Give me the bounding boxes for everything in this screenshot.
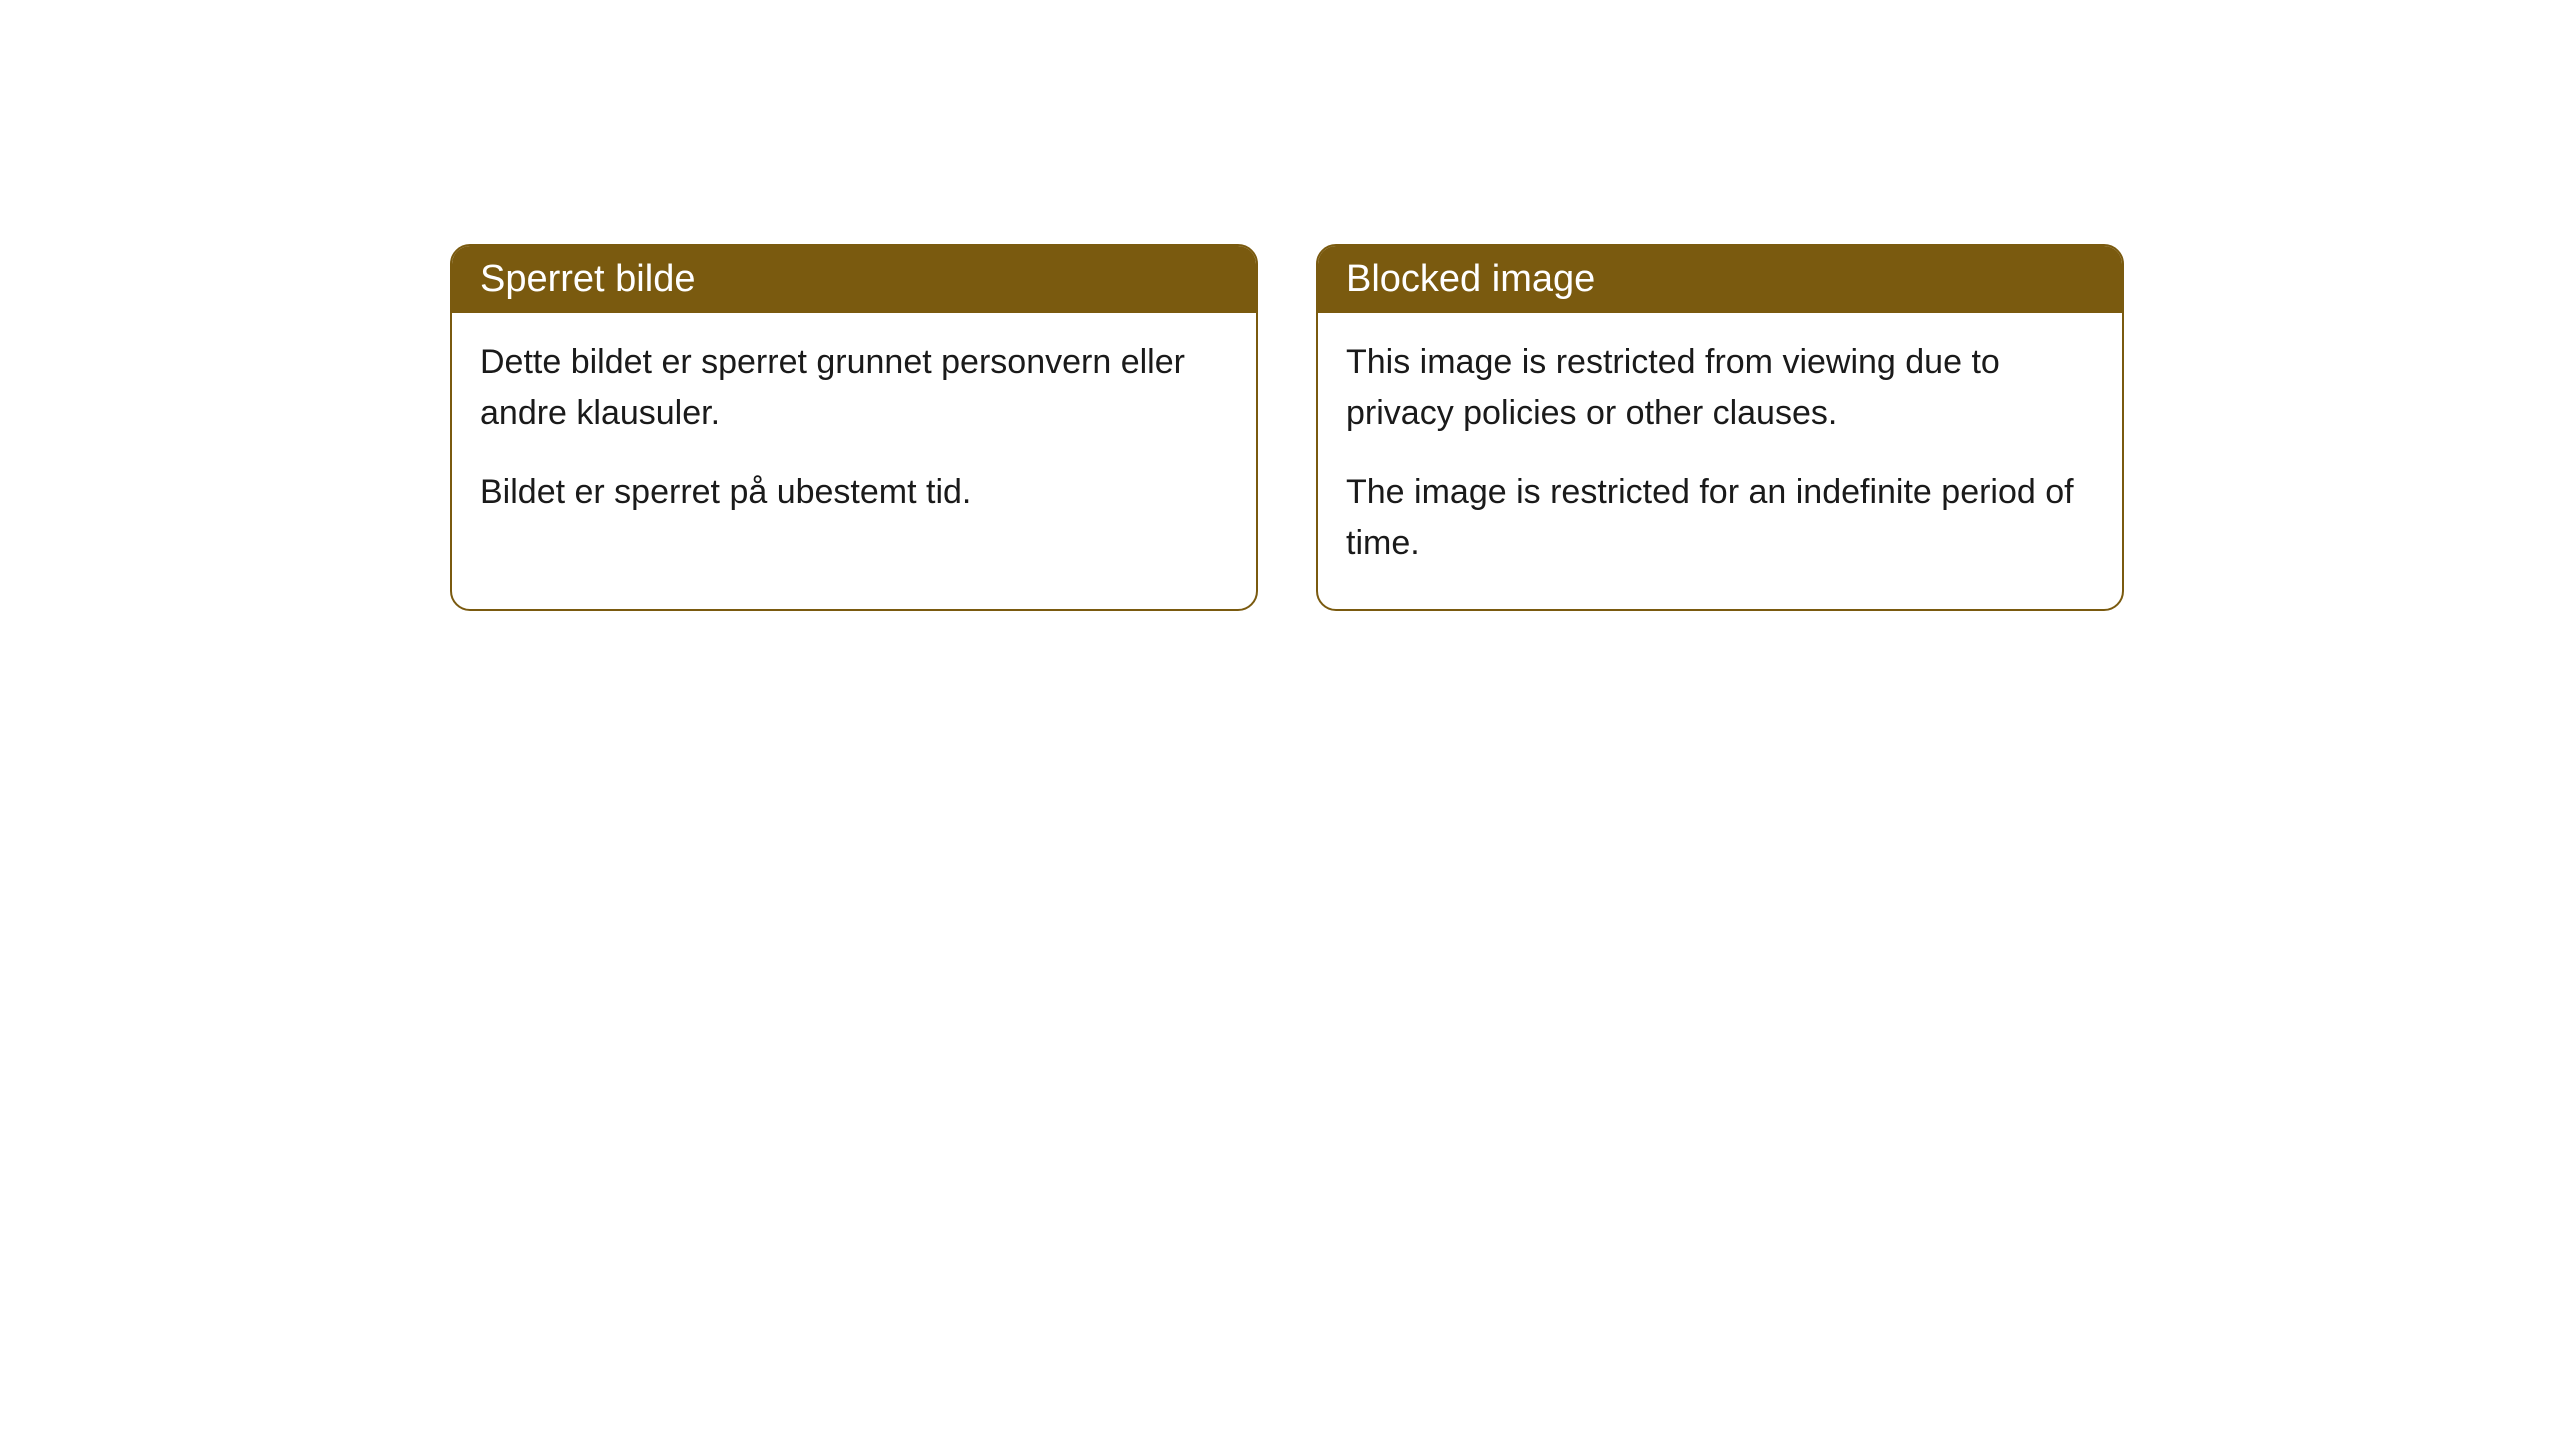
card-text-norwegian-p1: Dette bildet er sperret grunnet personve… bbox=[480, 337, 1228, 439]
card-body-english: This image is restricted from viewing du… bbox=[1318, 313, 2122, 609]
blocked-image-card-english: Blocked image This image is restricted f… bbox=[1316, 244, 2124, 611]
card-body-norwegian: Dette bildet er sperret grunnet personve… bbox=[452, 313, 1256, 558]
card-header-norwegian: Sperret bilde bbox=[452, 246, 1256, 313]
card-text-english-p1: This image is restricted from viewing du… bbox=[1346, 337, 2094, 439]
card-text-norwegian-p2: Bildet er sperret på ubestemt tid. bbox=[480, 467, 1228, 518]
blocked-image-card-norwegian: Sperret bilde Dette bildet er sperret gr… bbox=[450, 244, 1258, 611]
card-header-english: Blocked image bbox=[1318, 246, 2122, 313]
notice-cards-container: Sperret bilde Dette bildet er sperret gr… bbox=[450, 244, 2124, 611]
card-text-english-p2: The image is restricted for an indefinit… bbox=[1346, 467, 2094, 569]
